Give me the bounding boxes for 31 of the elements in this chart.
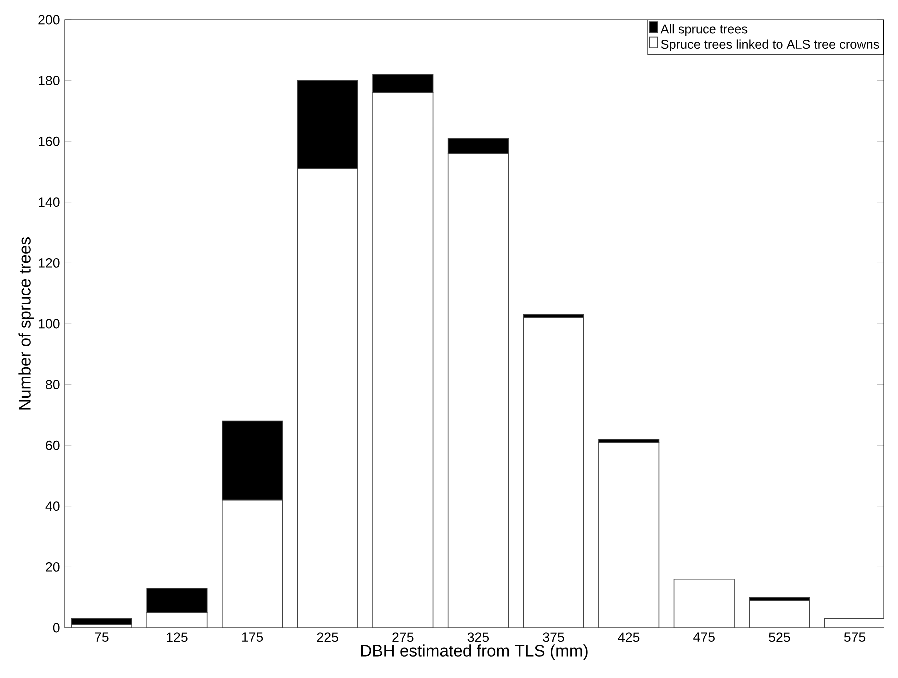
y-tick-label: 0: [53, 623, 60, 633]
legend-label: All spruce trees: [660, 24, 748, 36]
y-tick-label: 40: [46, 502, 60, 512]
bar: [824, 618, 884, 628]
x-tick-label: 75: [95, 632, 109, 642]
bar: [523, 318, 584, 628]
y-tick-label: 80: [46, 380, 60, 390]
x-tick-label: 575: [844, 632, 866, 642]
x-tick-label: 275: [392, 632, 414, 642]
x-tick-label: 175: [242, 632, 264, 642]
y-tick-label: 200: [38, 15, 60, 25]
y-tick-label: 120: [39, 258, 60, 268]
bar: [749, 600, 810, 628]
y-axis-title: Number of spruce trees: [18, 238, 34, 410]
y-tick-label: 20: [46, 562, 60, 572]
y-tick-label: 100: [39, 319, 60, 329]
x-tick-label: 125: [167, 632, 188, 642]
y-tick-label: 160: [39, 136, 60, 146]
y-tick-label: 180: [39, 76, 60, 86]
x-tick-label: 325: [468, 632, 490, 642]
y-tick-label: 60: [46, 440, 60, 450]
x-axis-title: DBH estimated from TLS (mm): [362, 644, 588, 660]
bar: [674, 578, 735, 628]
x-tick-label: 525: [769, 632, 790, 642]
x-tick-label: 475: [694, 632, 715, 642]
bar: [598, 442, 660, 628]
legend-label: Spruce trees linked to ALS tree crowns: [661, 40, 880, 52]
x-tick-label: 425: [618, 632, 640, 642]
x-tick-label: 225: [317, 632, 338, 642]
y-tick-label: 140: [39, 198, 60, 208]
x-tick-label: 375: [543, 632, 564, 642]
